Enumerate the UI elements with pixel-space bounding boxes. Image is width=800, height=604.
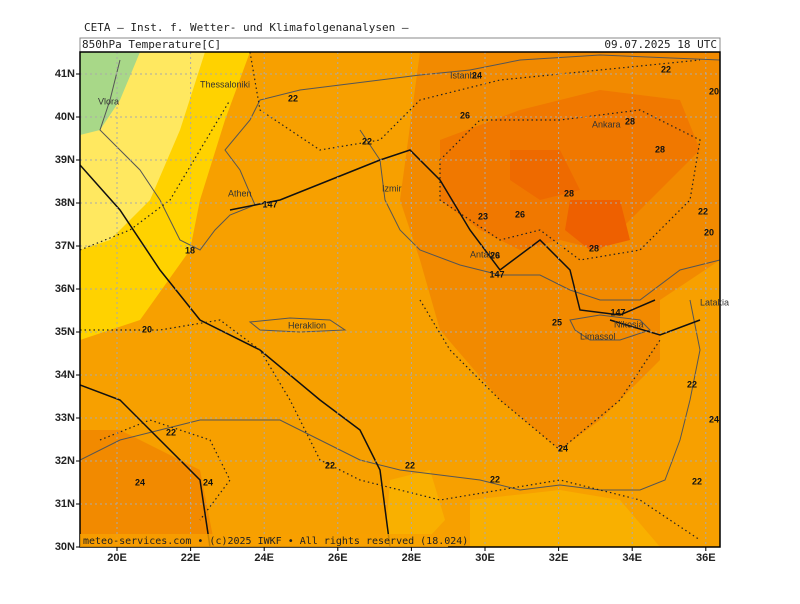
map-area — [80, 52, 720, 547]
lon-label: 28E — [402, 552, 422, 564]
place-label: Heraklion — [288, 320, 326, 330]
contour-label: 28 — [625, 116, 635, 126]
lon-label: 22E — [181, 552, 201, 564]
lat-label: 35N — [55, 326, 75, 338]
lon-label: 24E — [254, 552, 274, 564]
contour-label: 25 — [552, 317, 562, 327]
field-name: 850hPa Temperature[C] — [82, 38, 221, 51]
lon-label: 34E — [622, 552, 642, 564]
lon-label: 36E — [696, 552, 716, 564]
lat-label: 36N — [55, 283, 75, 295]
lon-label: 30E — [475, 552, 495, 564]
contour-label: 147 — [610, 307, 625, 317]
lat-label: 32N — [55, 455, 75, 467]
footer: meteo-services.com • (c)2025 IWKF • All … — [83, 536, 468, 547]
lat-label: 34N — [55, 369, 75, 381]
contour-label: 22 — [661, 64, 671, 74]
lat-label: 41N — [55, 68, 75, 80]
contour-label: 26 — [460, 110, 470, 120]
lon-label: 20E — [107, 552, 127, 564]
contour-label: 28 — [589, 243, 599, 253]
header-title: CETA — Inst. f. Wetter- und Klimafolgena… — [84, 21, 409, 34]
graticule — [80, 52, 720, 548]
lat-label: 37N — [55, 240, 75, 252]
contour-label: 20 — [709, 86, 719, 96]
contour-label: 22 — [687, 379, 697, 389]
lon-label: 26E — [328, 552, 348, 564]
contour-label: 22 — [166, 427, 176, 437]
lat-label: 40N — [55, 111, 75, 123]
place-label: Antalya — [470, 249, 500, 259]
contour-label: 22 — [288, 93, 298, 103]
lat-label: 30N — [55, 541, 75, 553]
lat-label: 31N — [55, 498, 75, 510]
contour-label: 28 — [655, 144, 665, 154]
place-label: Nikosia — [614, 319, 644, 329]
contour-label: 28 — [564, 188, 574, 198]
lon-label: 32E — [549, 552, 569, 564]
contour-label: 24 — [709, 414, 719, 424]
lat-label: 38N — [55, 197, 75, 209]
contour-label: 24 — [558, 443, 568, 453]
place-label: Thessaloniki — [200, 79, 250, 89]
contour-label: 22 — [362, 136, 372, 146]
contour-label: 20 — [704, 227, 714, 237]
place-label: Ankara — [592, 119, 621, 129]
place-label: Latakia — [700, 297, 729, 307]
place-label: Izmir — [382, 183, 402, 193]
place-label: Limassol — [580, 331, 616, 341]
contour-label: 24 — [203, 477, 213, 487]
contour-label: 22 — [692, 476, 702, 486]
lat-label: 39N — [55, 154, 75, 166]
contour-label: 26 — [515, 209, 525, 219]
contour-label: 24 — [472, 70, 482, 80]
contour-label: 24 — [135, 477, 145, 487]
contour-label: 147 — [262, 199, 277, 209]
place-label: Vlora — [98, 96, 119, 106]
place-label: Athen — [228, 188, 252, 198]
contour-label: 147 — [489, 269, 504, 279]
contour-label: 22 — [698, 206, 708, 216]
contour-label: 22 — [490, 474, 500, 484]
lat-label: 33N — [55, 412, 75, 424]
contour-label: 23 — [478, 211, 488, 221]
footer-bg — [80, 534, 448, 547]
place-label: Istanbul — [450, 70, 482, 80]
contour-label: 26 — [490, 250, 500, 260]
contour-label: 22 — [405, 460, 415, 470]
contour-label: 20 — [142, 324, 152, 334]
contour-label: 18 — [185, 245, 195, 255]
valid-time: 09.07.2025 18 UTC — [604, 38, 717, 51]
contour-label: 22 — [325, 460, 335, 470]
